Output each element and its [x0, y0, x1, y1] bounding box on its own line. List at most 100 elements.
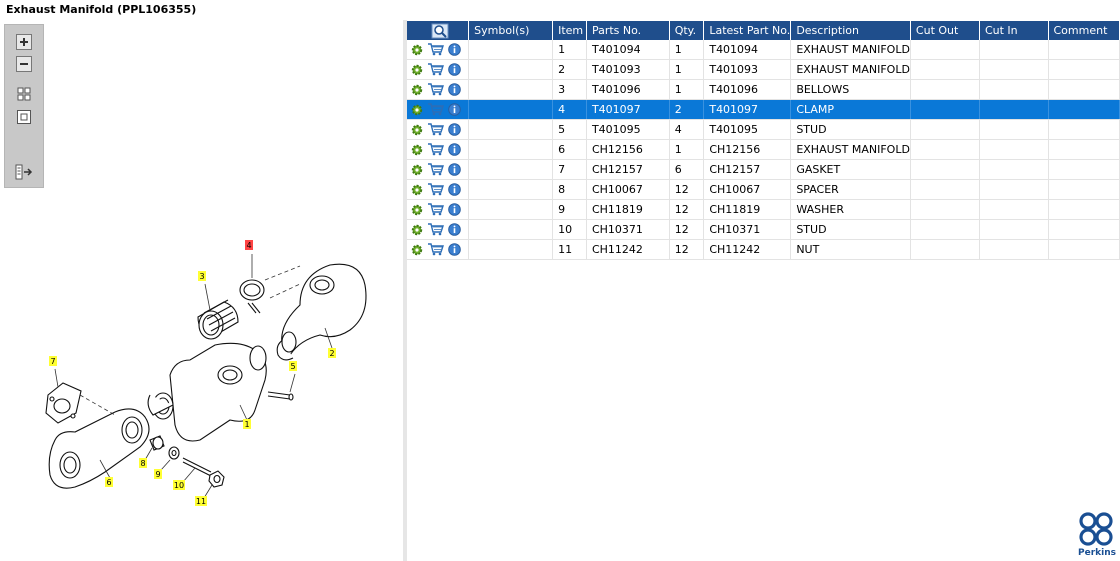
callout-box[interactable]: [139, 458, 147, 468]
header-comment[interactable]: Comment: [1048, 21, 1120, 40]
gear-icon[interactable]: [411, 144, 423, 156]
cell-part-no: CH12157: [586, 159, 670, 180]
callout-box[interactable]: [328, 348, 336, 358]
cart-icon[interactable]: [427, 103, 444, 116]
row-actions: [407, 159, 470, 180]
logo-text: Perkins: [1078, 548, 1116, 558]
info-icon[interactable]: [448, 203, 461, 216]
cart-icon[interactable]: [427, 43, 444, 56]
cell-item: 3: [552, 79, 587, 100]
callout-label[interactable]: 3: [199, 272, 204, 281]
fit-view-icon[interactable]: [14, 108, 34, 126]
zoom-out-icon[interactable]: [14, 55, 34, 73]
callout-label[interactable]: 10: [174, 481, 184, 490]
gear-icon[interactable]: [411, 64, 423, 76]
toggle-list-icon[interactable]: [14, 163, 34, 181]
table-row[interactable]: 4 T401097 2 T401097 CLAMP: [407, 99, 1120, 120]
callout-box[interactable]: [198, 271, 206, 281]
cart-icon[interactable]: [427, 63, 444, 76]
table-row[interactable]: 2 T401093 1 T401093 EXHAUST MANIFOLD: [407, 59, 1120, 80]
gear-icon[interactable]: [411, 224, 423, 236]
info-icon[interactable]: [448, 183, 461, 196]
gear-icon[interactable]: [411, 104, 423, 116]
table-row[interactable]: 9 CH11819 12 CH11819 WASHER: [407, 199, 1120, 220]
cart-icon[interactable]: [427, 83, 444, 96]
info-icon[interactable]: [448, 123, 461, 136]
cell-latest-part-no: T401093: [703, 59, 792, 80]
info-icon[interactable]: [448, 143, 461, 156]
callout-label[interactable]: 8: [140, 459, 145, 468]
header-latest-part-no[interactable]: Latest Part No.: [703, 21, 792, 40]
callout-label[interactable]: 6: [106, 478, 111, 487]
callout-box[interactable]: [245, 240, 253, 250]
callout-box[interactable]: [49, 356, 57, 366]
cell-description: SPACER: [790, 179, 911, 200]
cell-qty: 12: [669, 199, 705, 220]
gear-icon[interactable]: [411, 44, 423, 56]
callout-label[interactable]: 7: [50, 357, 55, 366]
cell-cut-out: [910, 59, 980, 80]
table-row[interactable]: 3 T401096 1 T401096 BELLOWS: [407, 79, 1120, 100]
header-search[interactable]: [407, 21, 470, 40]
callout-box[interactable]: [289, 361, 297, 371]
cart-icon[interactable]: [427, 183, 444, 196]
gear-icon[interactable]: [411, 204, 423, 216]
cell-comment: [1048, 219, 1120, 240]
info-icon[interactable]: [448, 163, 461, 176]
header-cut-in[interactable]: Cut In: [979, 21, 1049, 40]
header-qty[interactable]: Qty.: [669, 21, 705, 40]
table-row[interactable]: 5 T401095 4 T401095 STUD: [407, 119, 1120, 140]
table-row[interactable]: 10 CH10371 12 CH10371 STUD: [407, 219, 1120, 240]
cart-icon[interactable]: [427, 203, 444, 216]
info-icon[interactable]: [448, 223, 461, 236]
cart-icon[interactable]: [427, 163, 444, 176]
callout-label[interactable]: 2: [329, 349, 334, 358]
cell-cut-out: [910, 139, 980, 160]
gear-icon[interactable]: [411, 184, 423, 196]
info-icon[interactable]: [448, 43, 461, 56]
header-symbols[interactable]: Symbol(s): [468, 21, 554, 40]
cart-icon[interactable]: [427, 123, 444, 136]
callout-box[interactable]: [154, 469, 162, 479]
cell-cut-out: [910, 99, 980, 120]
header-cut-out[interactable]: Cut Out: [910, 21, 980, 40]
callout-box[interactable]: [105, 477, 113, 487]
cell-symbol: [468, 40, 554, 60]
grid-view-icon[interactable]: [14, 85, 34, 103]
table-row[interactable]: 8 CH10067 12 CH10067 SPACER: [407, 179, 1120, 200]
gear-icon[interactable]: [411, 124, 423, 136]
cart-icon[interactable]: [427, 243, 444, 256]
gear-icon[interactable]: [411, 84, 423, 96]
gear-icon[interactable]: [411, 164, 423, 176]
info-icon[interactable]: [448, 103, 461, 116]
cart-icon[interactable]: [427, 143, 444, 156]
cell-latest-part-no: CH12157: [703, 159, 792, 180]
cell-comment: [1048, 239, 1120, 260]
search-icon[interactable]: [431, 23, 449, 39]
callout-label[interactable]: 11: [196, 497, 206, 506]
callout-label[interactable]: 1: [244, 420, 249, 429]
callout-box[interactable]: [173, 480, 185, 490]
panel-splitter[interactable]: [403, 20, 407, 561]
header-parts-no[interactable]: Parts No.: [586, 21, 670, 40]
zoom-in-icon[interactable]: [14, 33, 34, 51]
callout-label[interactable]: 4: [246, 241, 251, 250]
callout-box[interactable]: [243, 419, 251, 429]
table-row[interactable]: 6 CH12156 1 CH12156 EXHAUST MANIFOLD: [407, 139, 1120, 160]
table-row[interactable]: 7 CH12157 6 CH12157 GASKET: [407, 159, 1120, 180]
info-icon[interactable]: [448, 243, 461, 256]
table-row[interactable]: 1 T401094 1 T401094 EXHAUST MANIFOLD: [407, 40, 1120, 60]
gear-icon[interactable]: [411, 244, 423, 256]
cell-cut-in: [979, 40, 1049, 60]
callout-label[interactable]: 9: [155, 470, 160, 479]
header-item[interactable]: Item: [552, 21, 587, 40]
cell-comment: [1048, 119, 1120, 140]
table-row[interactable]: 11 CH11242 12 CH11242 NUT: [407, 239, 1120, 260]
callout-label[interactable]: 5: [290, 362, 295, 371]
info-icon[interactable]: [448, 63, 461, 76]
cart-icon[interactable]: [427, 223, 444, 236]
cell-part-no: CH11819: [586, 199, 670, 220]
header-description[interactable]: Description: [790, 21, 911, 40]
info-icon[interactable]: [448, 83, 461, 96]
callout-box[interactable]: [195, 496, 207, 506]
